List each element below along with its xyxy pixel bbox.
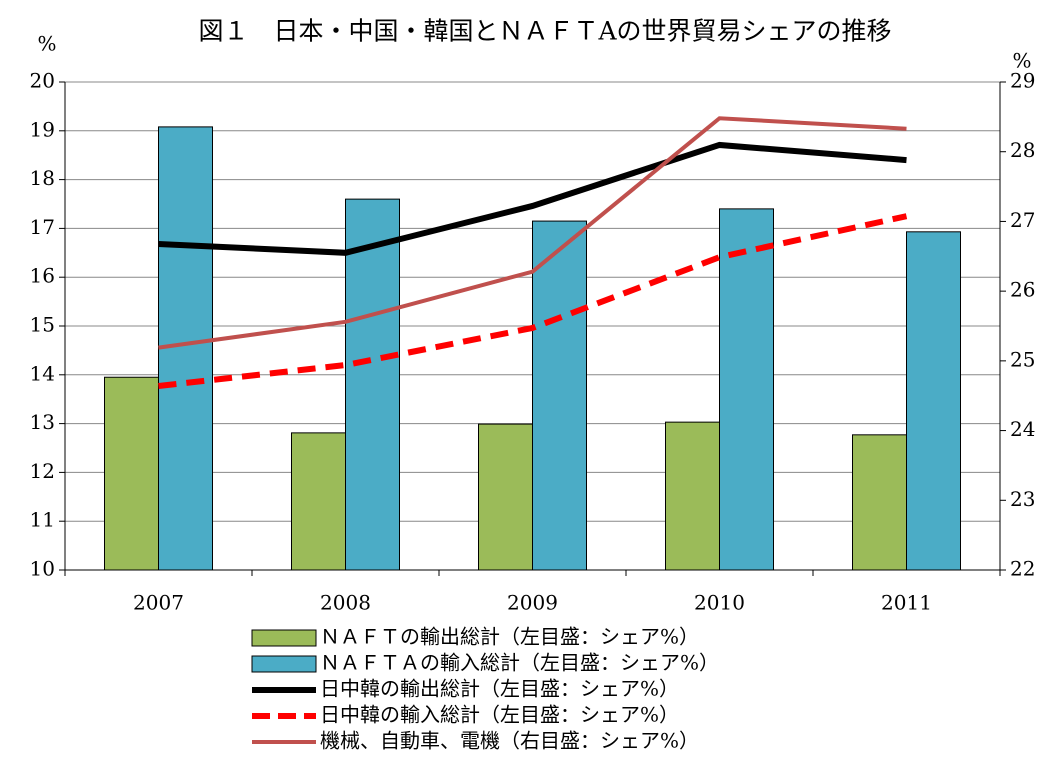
- x-tick-label: 2010: [694, 591, 745, 615]
- legend-swatch: [251, 629, 317, 647]
- x-tick-label: 2009: [507, 591, 558, 615]
- bar: [719, 208, 774, 571]
- bar: [532, 220, 587, 571]
- x-tick-label: 2011: [881, 591, 932, 615]
- y-tick-label: 12: [30, 459, 55, 483]
- y-tick-label: 20: [30, 69, 55, 93]
- y2-tick-label: 29: [1010, 69, 1035, 93]
- legend-label: 日中韓の輸出総計（左目盛：シェア%）: [320, 677, 679, 701]
- y-tick-label: 14: [30, 361, 55, 385]
- line-series: [158, 116, 907, 350]
- bar: [345, 198, 400, 571]
- y-tick-label: 13: [30, 410, 55, 434]
- y-axis-label: %: [37, 32, 56, 56]
- chart-title: 図１ 日本・中国・韓国とＮＡＦＴAの世界貿易シェアの推移: [198, 17, 891, 46]
- y-tick-label: 10: [30, 557, 55, 581]
- bar: [104, 376, 159, 571]
- y-tick-label: 17: [30, 215, 55, 239]
- bar: [665, 421, 720, 571]
- bar: [158, 126, 213, 571]
- legend-label: 機械、自動車、電機（右目盛：シェア%）: [320, 729, 699, 753]
- legend-label: ＮＡＦＴＡの輸入総計（左目盛：シェア%）: [320, 651, 719, 675]
- y-tick-label: 11: [30, 508, 55, 532]
- line-series: [158, 141, 907, 256]
- y2-tick-label: 26: [1010, 278, 1035, 302]
- bar: [478, 423, 533, 571]
- bar: [852, 434, 907, 571]
- bar: [291, 432, 346, 571]
- y-tick-label: 18: [30, 166, 55, 190]
- y2-tick-label: 27: [1010, 208, 1035, 232]
- x-tick-label: 2008: [320, 591, 371, 615]
- legend-label: ＮＡＦＴの輸出総計（左目盛：シェア%）: [320, 625, 699, 649]
- y-tick-label: 15: [30, 313, 55, 337]
- y2-tick-label: 24: [1010, 417, 1035, 441]
- y2-tick-label: 25: [1010, 347, 1035, 371]
- bar: [906, 231, 961, 571]
- legend-label: 日中韓の輸入総計（左目盛：シェア%）: [320, 703, 679, 727]
- y2-axis-label: %: [1012, 49, 1031, 73]
- y-tick-label: 19: [30, 117, 55, 141]
- y2-tick-label: 23: [1010, 487, 1035, 511]
- y2-tick-label: 28: [1010, 138, 1035, 162]
- y-tick-label: 16: [30, 264, 55, 288]
- x-tick-label: 2007: [133, 591, 184, 615]
- line-series: [158, 213, 908, 390]
- legend-swatch: [251, 655, 317, 673]
- y2-tick-label: 22: [1010, 557, 1035, 581]
